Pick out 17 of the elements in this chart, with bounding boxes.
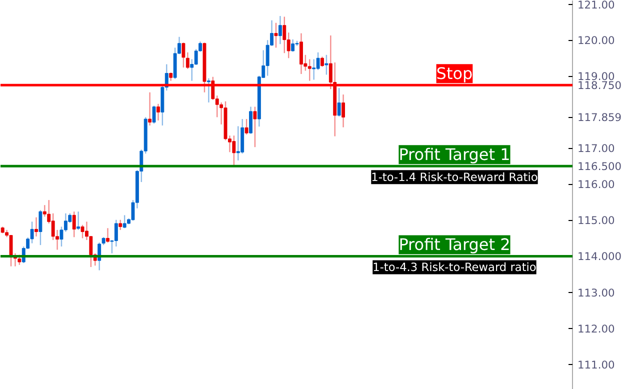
- ref-line-label: Stop: [436, 64, 473, 84]
- y-tick-label: 120.00: [578, 34, 616, 48]
- y-tick-label: 118.750: [578, 79, 622, 92]
- y-tick-label: 111.00: [578, 358, 616, 372]
- y-tick-label: 117.00: [578, 142, 616, 156]
- y-tick-label: 116.00: [578, 178, 616, 192]
- y-tick-label: 121.00: [578, 0, 616, 12]
- y-tick-label: 112.00: [578, 322, 616, 336]
- ref-line-label: Profit Target 1: [398, 145, 510, 164]
- y-tick-label: 116.500: [578, 160, 622, 174]
- y-tick-label: 113.00: [578, 286, 616, 300]
- y-tick-label: 115.00: [578, 214, 616, 228]
- y-tick-label: 117.859: [578, 111, 622, 124]
- y-tick-label: 114.000: [578, 250, 622, 264]
- annotation: 1-to-1.4 Risk-to-Reward Ratio: [371, 170, 538, 184]
- annotation: 1-to-4.3 Risk-to-Reward ratio: [372, 260, 536, 274]
- ref-line-label: Profit Target 2: [398, 235, 510, 254]
